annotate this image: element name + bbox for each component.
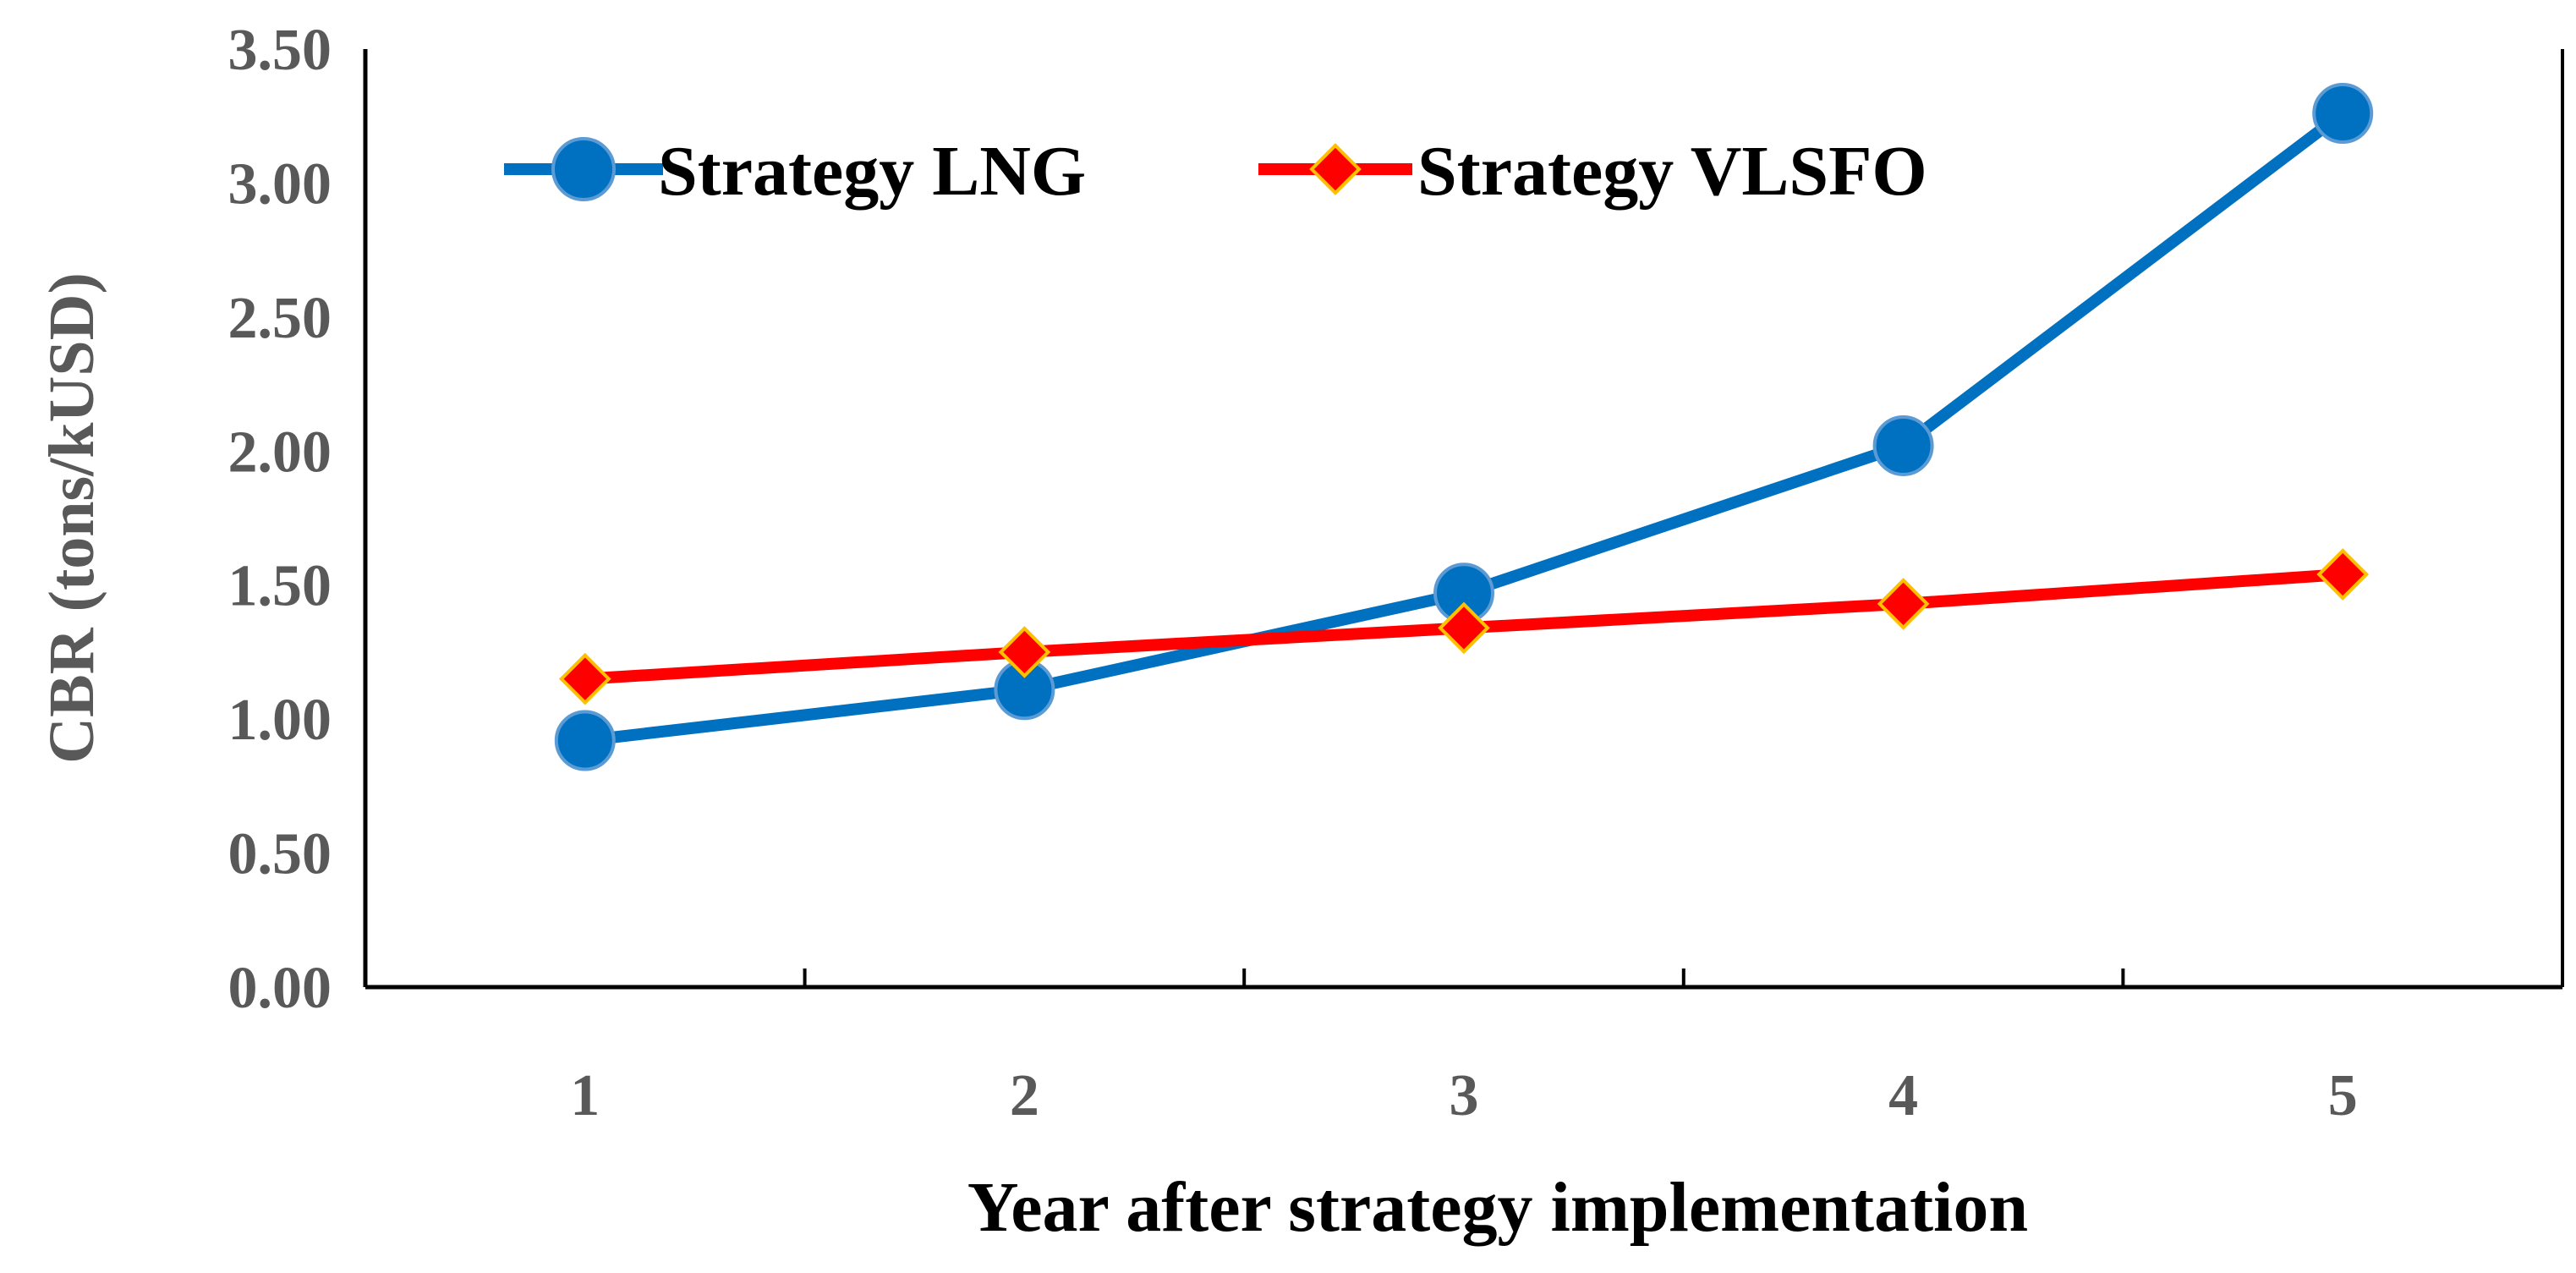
- legend-swatch-marker: [551, 137, 616, 201]
- y-tick-label: 1.50: [228, 554, 332, 619]
- legend-item: Strategy VLSFO: [1258, 132, 1927, 211]
- data-point: [1877, 578, 1930, 630]
- legend: Strategy LNG Strategy VLSFO: [504, 132, 1927, 211]
- y-tick-label: 2.00: [228, 420, 332, 485]
- series-strategy-vlsfo: [558, 548, 2370, 705]
- y-tick-label: 2.50: [228, 286, 332, 351]
- legend-item: Strategy LNG: [504, 132, 1086, 211]
- y-tick-label: 0.00: [228, 956, 332, 1021]
- data-point: [998, 626, 1051, 678]
- y-tick-label: 3.00: [228, 151, 332, 217]
- y-tick-label: 3.50: [228, 18, 332, 83]
- y-axis-ticks: 0.00 0.50 1.00 1.50 2.00 2.50 3.00 3.50: [228, 18, 332, 1021]
- legend-swatch-marker: [1309, 143, 1362, 195]
- data-point: [1438, 601, 1490, 655]
- x-tick-label: 5: [2328, 1063, 2358, 1128]
- series-layer: [554, 83, 2374, 771]
- data-point: [558, 652, 611, 705]
- x-tick-label: 3: [1450, 1063, 1479, 1128]
- data-point: [2312, 83, 2374, 145]
- legend-label: Strategy VLSFO: [1417, 132, 1927, 211]
- y-tick-label: 0.50: [228, 822, 332, 887]
- x-axis-ticks: 1 2 3 4 5: [570, 968, 2358, 1128]
- x-axis-title: Year after strategy implementation: [967, 1168, 2028, 1247]
- axes: [363, 49, 2564, 990]
- legend-label: Strategy LNG: [658, 132, 1086, 211]
- x-tick-label: 2: [1010, 1063, 1039, 1128]
- series-strategy-lng: [554, 83, 2374, 771]
- x-tick-label: 1: [570, 1063, 600, 1128]
- data-point: [554, 710, 616, 771]
- data-point: [2316, 548, 2370, 601]
- data-point: [1872, 414, 1934, 476]
- y-tick-label: 1.00: [228, 688, 332, 753]
- y-axis-title: CBR (tons/kUSD): [36, 272, 107, 764]
- x-tick-label: 4: [1888, 1063, 1918, 1128]
